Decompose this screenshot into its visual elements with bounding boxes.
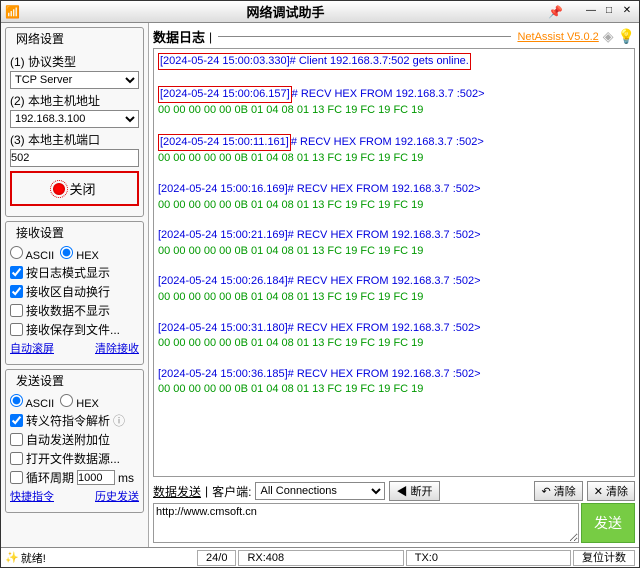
minimize-button[interactable]: —	[583, 5, 599, 19]
send-input[interactable]: http://www.cmsoft.cn	[153, 503, 579, 543]
disconnect-button[interactable]: ◀ 断开	[389, 481, 439, 501]
status-bar: ✨ 就绪! 24/0 RX:408 TX:0 复位计数	[1, 547, 639, 567]
status-rx: RX:408	[238, 550, 403, 566]
wand-icon: ✨	[5, 551, 19, 564]
send-file-check[interactable]	[10, 452, 23, 465]
port-input[interactable]	[10, 149, 139, 167]
log-area[interactable]: [2024-05-24 15:00:03.330]# Client 192.16…	[153, 48, 635, 477]
protocol-select[interactable]: TCP Server	[10, 71, 139, 89]
recv-wrap-check[interactable]	[10, 285, 23, 298]
panel-title-recv: 接收设置	[14, 224, 66, 241]
protocol-label: (1) 协议类型	[10, 53, 139, 70]
window-title: 网络调试助手	[23, 2, 548, 21]
send-button[interactable]: 发送	[581, 503, 635, 543]
titlebar: 📶 网络调试助手 📌 — □ ✕	[1, 1, 639, 23]
status-counter: 24/0	[197, 550, 236, 566]
network-settings-panel: 网络设置 (1) 协议类型 TCP Server (2) 本地主机地址 192.…	[5, 27, 144, 217]
client-label: 客户端:	[212, 483, 251, 500]
diamond-icon[interactable]: ◈	[603, 28, 614, 45]
recv-ascii-radio[interactable]: ASCII	[10, 246, 54, 262]
recv-hex-radio[interactable]: HEX	[60, 246, 99, 262]
send-settings-panel: 发送设置 ASCII HEX 转义符指令解析 ⓘ 自动发送附加位 打开文件数据源…	[5, 369, 144, 513]
record-icon	[53, 183, 65, 195]
shortcut-link[interactable]: 快捷指令	[10, 488, 54, 504]
status-tx: TX:0	[406, 550, 571, 566]
panel-title-net: 网络设置	[14, 30, 66, 47]
recv-save-check[interactable]	[10, 323, 23, 336]
close-connection-box: 关闭	[10, 171, 139, 206]
clear-recv-link[interactable]: 清除接收	[95, 340, 139, 356]
send-tab[interactable]: 数据发送	[153, 483, 201, 500]
recv-log-mode-check[interactable]	[10, 266, 23, 279]
send-cycle-check[interactable]	[10, 471, 23, 484]
maximize-button[interactable]: □	[601, 5, 617, 19]
recv-hide-check[interactable]	[10, 304, 23, 317]
auto-scroll-link[interactable]: 自动滚屏	[10, 340, 54, 356]
send-escape-check[interactable]	[10, 414, 23, 427]
host-label: (2) 本地主机地址	[10, 92, 139, 109]
app-icon: 📶	[5, 5, 19, 19]
pin-icon[interactable]: 📌	[548, 5, 563, 19]
clear-button-2[interactable]: ✕ 清除	[587, 481, 635, 501]
send-auto-append-check[interactable]	[10, 433, 23, 446]
send-ascii-radio[interactable]: ASCII	[10, 394, 54, 410]
connection-select[interactable]: All Connections	[255, 482, 385, 500]
panel-title-send: 发送设置	[14, 372, 66, 389]
recv-settings-panel: 接收设置 ASCII HEX 按日志模式显示 接收区自动换行 接收数据不显示 接…	[5, 221, 144, 365]
host-select[interactable]: 192.168.3.100	[10, 110, 139, 128]
send-hex-radio[interactable]: HEX	[60, 394, 99, 410]
log-title: 数据日志	[153, 27, 205, 46]
cycle-input[interactable]	[77, 470, 115, 485]
clear-button-1[interactable]: ↶ 清除	[534, 481, 582, 501]
port-label: (3) 本地主机端口	[10, 131, 139, 148]
reset-counter-button[interactable]: 复位计数	[573, 550, 635, 566]
bulb-icon[interactable]: 💡	[618, 28, 635, 45]
close-window-button[interactable]: ✕	[619, 5, 635, 19]
close-connection-button[interactable]: 关闭	[43, 177, 105, 200]
separator: |	[209, 30, 212, 44]
status-ready: 就绪!	[21, 550, 46, 566]
version-link[interactable]: NetAssist V5.0.2	[517, 31, 598, 43]
history-link[interactable]: 历史发送	[95, 488, 139, 504]
